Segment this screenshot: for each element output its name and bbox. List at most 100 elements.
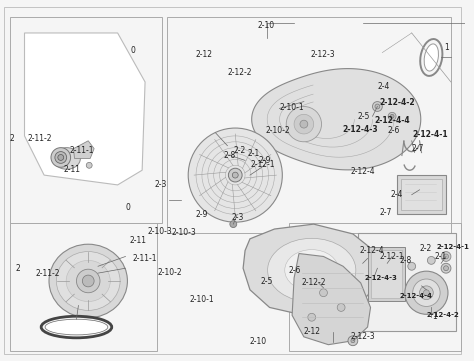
Circle shape	[300, 120, 308, 128]
Text: 2-4: 2-4	[390, 190, 402, 199]
Text: 1: 1	[444, 43, 449, 52]
Text: 2-10: 2-10	[249, 337, 266, 346]
Circle shape	[405, 271, 448, 314]
Text: 2-3: 2-3	[154, 179, 166, 188]
Circle shape	[188, 128, 283, 222]
Text: 2-2: 2-2	[419, 244, 432, 253]
Text: 2-12-2: 2-12-2	[302, 278, 327, 287]
Polygon shape	[73, 141, 94, 158]
Bar	[368, 247, 405, 301]
Ellipse shape	[49, 244, 128, 318]
Text: 2-9: 2-9	[259, 156, 271, 165]
Ellipse shape	[45, 319, 108, 335]
Text: 2-5: 2-5	[261, 277, 273, 286]
Polygon shape	[206, 156, 263, 221]
Circle shape	[308, 313, 316, 321]
Text: 2: 2	[9, 134, 14, 143]
Text: 2-11: 2-11	[64, 165, 81, 174]
Circle shape	[441, 263, 451, 273]
Text: 2-12-4-4: 2-12-4-4	[375, 116, 410, 125]
Circle shape	[76, 269, 100, 293]
Text: 2-12-4: 2-12-4	[350, 167, 375, 176]
Text: 2-12-4-2: 2-12-4-2	[427, 312, 459, 318]
Polygon shape	[252, 69, 421, 170]
Circle shape	[419, 286, 433, 300]
Circle shape	[444, 254, 448, 259]
Text: 2-12-4-1: 2-12-4-1	[436, 244, 469, 250]
Text: 2-11-1: 2-11-1	[132, 254, 157, 263]
Text: 2-12: 2-12	[196, 51, 213, 59]
Text: 2-1: 2-1	[247, 149, 259, 158]
Text: 2-10-2: 2-10-2	[157, 268, 182, 277]
Circle shape	[82, 275, 94, 287]
Text: 2-12-4: 2-12-4	[360, 246, 384, 255]
Text: 2-7: 2-7	[412, 144, 424, 153]
Text: 2-3: 2-3	[231, 213, 244, 222]
Circle shape	[348, 336, 358, 346]
Circle shape	[428, 256, 435, 264]
Circle shape	[230, 221, 237, 227]
Circle shape	[337, 304, 345, 312]
Circle shape	[319, 289, 328, 297]
Text: 2-10-1: 2-10-1	[279, 103, 304, 112]
Bar	[167, 17, 451, 233]
Circle shape	[232, 172, 238, 178]
Bar	[371, 249, 402, 297]
Text: 2-11-1: 2-11-1	[69, 146, 93, 155]
Text: 2-6: 2-6	[387, 126, 400, 135]
Ellipse shape	[219, 185, 246, 206]
Text: 2-12-4-2: 2-12-4-2	[380, 98, 415, 107]
Text: 2-4: 2-4	[377, 82, 390, 91]
Ellipse shape	[424, 44, 438, 71]
Circle shape	[373, 101, 383, 112]
Text: 2-10-1: 2-10-1	[190, 295, 214, 304]
Circle shape	[55, 152, 67, 163]
Circle shape	[423, 290, 429, 296]
Polygon shape	[292, 253, 371, 345]
Polygon shape	[243, 224, 380, 315]
Text: 2-10-3: 2-10-3	[172, 229, 196, 238]
Text: 2-12-3: 2-12-3	[310, 51, 335, 59]
Bar	[401, 179, 442, 210]
Text: 2-9: 2-9	[196, 210, 208, 219]
Bar	[289, 223, 461, 351]
Circle shape	[86, 162, 92, 168]
Text: 2-11-2: 2-11-2	[27, 134, 52, 143]
Text: 2-12-1: 2-12-1	[379, 252, 404, 261]
Text: 2-2: 2-2	[233, 146, 246, 155]
Circle shape	[228, 168, 242, 182]
Text: 2-10: 2-10	[258, 21, 275, 30]
Text: 2-7: 2-7	[380, 208, 392, 217]
Text: 1: 1	[432, 312, 437, 321]
Text: 2-6: 2-6	[289, 266, 301, 275]
Text: 2-1: 2-1	[434, 252, 447, 261]
Text: 2-12-3: 2-12-3	[351, 332, 375, 342]
Text: 2-12-4-3: 2-12-4-3	[342, 125, 378, 134]
Text: 2-11-2: 2-11-2	[35, 269, 60, 278]
Text: 2-5: 2-5	[358, 112, 370, 121]
Text: 2-11: 2-11	[129, 236, 146, 245]
Circle shape	[408, 262, 416, 270]
Circle shape	[286, 106, 321, 142]
Bar	[358, 233, 456, 331]
Text: 2-12-1: 2-12-1	[250, 160, 275, 169]
Text: 2-12-4-4: 2-12-4-4	[400, 293, 433, 299]
Ellipse shape	[56, 252, 120, 310]
Circle shape	[441, 252, 451, 261]
Ellipse shape	[285, 249, 339, 291]
Text: 2: 2	[16, 264, 20, 273]
Ellipse shape	[268, 238, 356, 302]
Circle shape	[444, 266, 448, 271]
Circle shape	[351, 339, 355, 343]
Text: 0: 0	[130, 46, 135, 55]
Circle shape	[375, 104, 380, 109]
Circle shape	[294, 114, 314, 134]
Ellipse shape	[66, 260, 110, 301]
Text: 2-12: 2-12	[304, 327, 321, 336]
Bar	[397, 175, 446, 214]
Circle shape	[51, 148, 71, 167]
Text: 2-10-2: 2-10-2	[265, 126, 290, 135]
Text: 2-12-2: 2-12-2	[227, 68, 252, 77]
Circle shape	[58, 155, 64, 160]
Text: 2-12-4-1: 2-12-4-1	[412, 130, 447, 139]
